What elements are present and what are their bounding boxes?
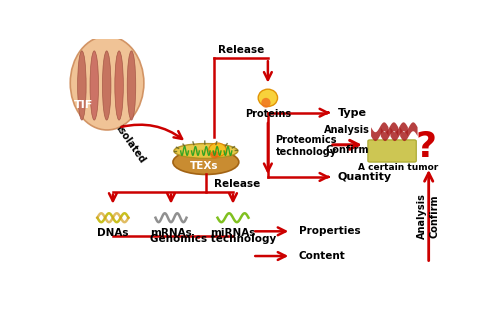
Text: miRNAs: miRNAs [210, 228, 256, 238]
Ellipse shape [78, 51, 86, 120]
Ellipse shape [209, 143, 226, 157]
Ellipse shape [102, 51, 111, 120]
Ellipse shape [174, 143, 238, 158]
Ellipse shape [262, 98, 270, 108]
Ellipse shape [90, 51, 98, 120]
Text: Isolated: Isolated [114, 124, 147, 166]
Ellipse shape [258, 89, 278, 107]
Text: A certain tumor: A certain tumor [358, 162, 438, 171]
Text: Content: Content [299, 251, 346, 261]
Ellipse shape [70, 36, 144, 130]
Text: Confirm: Confirm [430, 195, 440, 238]
Text: Type: Type [338, 108, 366, 118]
Text: TEXs: TEXs [190, 161, 218, 171]
FancyBboxPatch shape [368, 140, 416, 162]
Text: TIF: TIF [74, 100, 94, 110]
FancyArrowPatch shape [122, 125, 182, 139]
Ellipse shape [173, 150, 239, 175]
Text: technology: technology [276, 147, 337, 157]
Ellipse shape [115, 51, 124, 120]
Text: Genomics technology: Genomics technology [150, 234, 277, 244]
Text: Confirm: Confirm [326, 145, 369, 155]
Text: Proteins: Proteins [245, 109, 291, 119]
Text: Properties: Properties [299, 226, 360, 236]
Text: ?: ? [415, 130, 436, 164]
Text: DNAs: DNAs [97, 228, 128, 238]
Ellipse shape [127, 51, 136, 120]
Text: Analysis: Analysis [416, 194, 426, 239]
Text: Release: Release [214, 179, 260, 189]
Text: mRNAs: mRNAs [150, 228, 192, 238]
Text: Quantity: Quantity [338, 172, 392, 182]
Text: Proteomics: Proteomics [276, 135, 337, 145]
Text: Release: Release [218, 45, 264, 55]
Text: Analysis: Analysis [324, 125, 370, 135]
Ellipse shape [210, 151, 218, 159]
